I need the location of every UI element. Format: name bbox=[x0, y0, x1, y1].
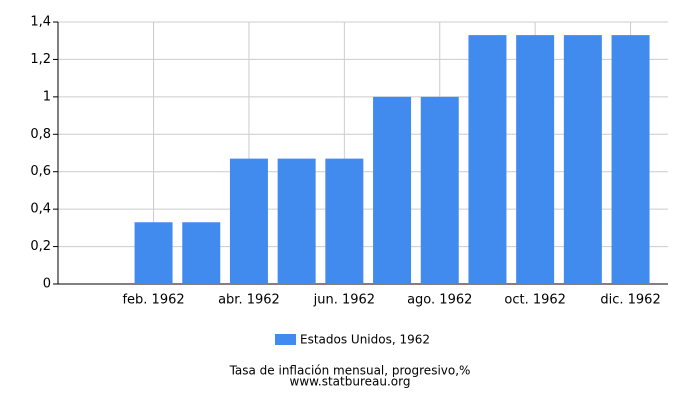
x-tick-label: ago. 1962 bbox=[407, 293, 472, 308]
legend-label: Estados Unidos, 1962 bbox=[300, 333, 430, 347]
y-tick-label: 1,4 bbox=[30, 15, 51, 30]
y-tick-label: 0 bbox=[43, 277, 51, 292]
bar bbox=[182, 222, 221, 284]
bar bbox=[229, 158, 268, 284]
bar bbox=[611, 35, 650, 284]
x-tick-label: jun. 1962 bbox=[313, 293, 375, 308]
bar bbox=[373, 96, 412, 284]
y-tick-label: 1,2 bbox=[30, 52, 51, 67]
y-tick-label: 0,2 bbox=[30, 239, 51, 254]
bar bbox=[277, 158, 316, 284]
y-tick-label: 1 bbox=[43, 89, 51, 104]
y-tick-label: 0,4 bbox=[30, 202, 51, 217]
y-tick-label: 0,6 bbox=[30, 164, 51, 179]
bar bbox=[563, 35, 602, 284]
bar bbox=[325, 158, 364, 284]
bar bbox=[468, 35, 507, 284]
x-tick-label: feb. 1962 bbox=[122, 293, 184, 308]
y-tick-label: 0,8 bbox=[30, 127, 51, 142]
source: www.statbureau.org bbox=[290, 375, 411, 389]
bar bbox=[134, 222, 173, 284]
x-tick-label: abr. 1962 bbox=[218, 293, 280, 308]
x-axis-label: Tasa de inflación mensual, progresivo,% bbox=[229, 364, 471, 378]
legend-swatch bbox=[275, 334, 296, 345]
bar bbox=[420, 96, 459, 284]
x-tick-label: dic. 1962 bbox=[600, 293, 660, 308]
x-tick-label: oct. 1962 bbox=[504, 293, 566, 308]
bar bbox=[516, 35, 555, 284]
